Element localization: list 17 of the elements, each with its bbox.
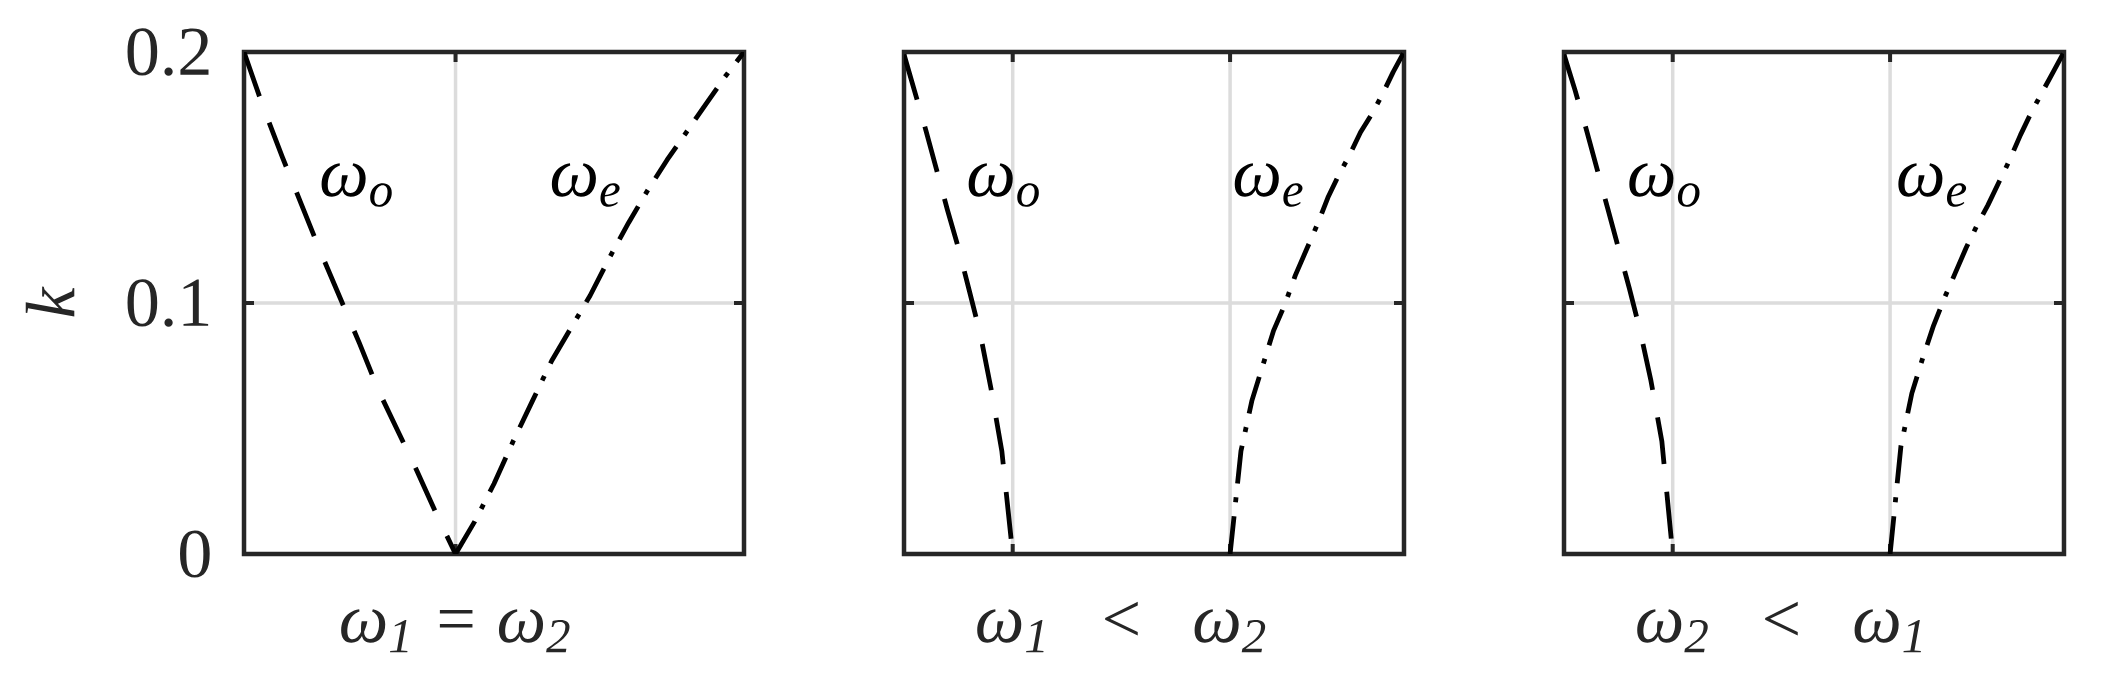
series-label: ω$_{e}$ <box>1898 163 1967 207</box>
y-tick-label: 0.2 <box>127 28 209 76</box>
x-tick-label: ω$_{1}$ <box>977 609 1044 653</box>
x-tick-label: ω$_{1}$ <box>1854 609 1921 653</box>
series-label: ω$_{o}$ <box>321 163 392 207</box>
x-tick-label: ω$_{2}$ <box>1194 609 1266 653</box>
y-axis-title: k <box>25 286 75 317</box>
x-tick-label: ω$_{2}$ <box>1637 609 1708 653</box>
y-tick-label: 0.1 <box>127 279 209 327</box>
series-label: ω$_{o}$ <box>1629 163 1700 207</box>
x-axis-title: < <box>1105 601 1138 636</box>
series-label: ω$_{e}$ <box>1234 163 1303 207</box>
y-tick-label: 0 <box>180 530 210 578</box>
series-label: ω$_{o}$ <box>968 163 1039 207</box>
x-axis-title: < <box>1765 601 1798 636</box>
series-label: ω$_{e}$ <box>551 163 620 207</box>
x-tick-label: ω$_{1}$ = ω$_{2}$ <box>341 609 570 653</box>
